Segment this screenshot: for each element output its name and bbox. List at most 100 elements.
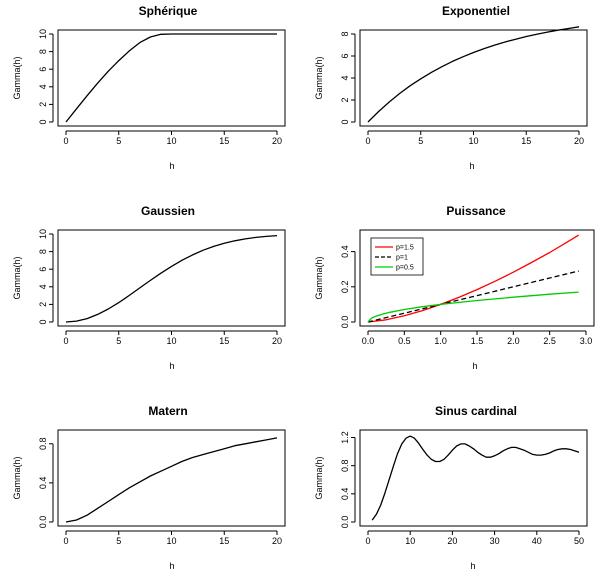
x-tick-label: 5 xyxy=(116,536,121,546)
chart-title: Gaussien xyxy=(141,204,195,218)
x-tick-label: 5 xyxy=(116,136,121,146)
legend: p=1.5 p=1 p=0.5 xyxy=(370,237,424,276)
y-tick-label: 0.4 xyxy=(38,477,48,490)
y-axis-label: Gamma(h) xyxy=(12,456,22,499)
chart-title: Sinus cardinal xyxy=(435,404,517,418)
series-line-p-1-5 xyxy=(367,234,580,323)
y-tick-label: 6 xyxy=(38,67,48,72)
y-tick-label: 1.2 xyxy=(340,431,350,444)
y-axis-label: Gamma(h) xyxy=(12,56,22,99)
x-axis-label: h xyxy=(469,161,474,171)
y-tick-label: 0.8 xyxy=(38,438,48,451)
x-axis-label: h xyxy=(169,561,174,571)
x-tick-label: 15 xyxy=(219,536,229,546)
x-tick-label: 0 xyxy=(365,136,370,146)
plot-frame xyxy=(359,229,595,327)
x-tick-label: 3.0 xyxy=(580,336,593,346)
x-tick-label: 1.5 xyxy=(471,336,484,346)
x-tick-label: 0 xyxy=(63,336,68,346)
series-line-exponentiel xyxy=(367,26,580,123)
x-tick-label: 0 xyxy=(63,536,68,546)
legend-box xyxy=(370,237,424,276)
y-tick-label: 0.4 xyxy=(340,488,350,501)
panel-4: Puissance 0.0 0.5 1.0 1.5 2.0 2.5 3.0 0.0 0.2 0.4 h… xyxy=(314,204,595,371)
x-axis-label: h xyxy=(472,361,477,371)
y-tick-label: 8 xyxy=(38,249,48,254)
x-tick-label: 2.5 xyxy=(543,336,556,346)
x-tick-label: 10 xyxy=(166,336,176,346)
x-tick-label: 15 xyxy=(219,336,229,346)
x-tick-label: 20 xyxy=(272,536,282,546)
y-tick-label: 6 xyxy=(340,53,350,58)
x-tick-label: 0 xyxy=(365,536,370,546)
y-tick-label: 4 xyxy=(38,284,48,289)
panel-1: Sphérique 0 5 10 15 20 0 2 4 6 8 10 h Gamma(h) xyxy=(12,4,286,171)
x-tick-label: 0 xyxy=(63,136,68,146)
x-tick-label: 20 xyxy=(272,136,282,146)
series-line-spherique xyxy=(65,33,277,123)
y-tick-label: 0.0 xyxy=(340,516,350,529)
chart-title: Puissance xyxy=(446,204,506,218)
plot-frame xyxy=(359,29,588,127)
x-tick-label: 15 xyxy=(521,136,531,146)
x-tick-label: 10 xyxy=(166,136,176,146)
y-tick-label: 0 xyxy=(38,319,48,324)
legend-label: p=1.5 xyxy=(396,245,414,252)
y-tick-label: 2 xyxy=(38,102,48,107)
series-line-p-1 xyxy=(367,270,579,323)
y-tick-label: 0.2 xyxy=(340,281,350,294)
y-tick-label: 2 xyxy=(340,97,350,102)
x-tick-label: 20 xyxy=(272,336,282,346)
y-tick-label: 0.0 xyxy=(340,316,350,329)
x-tick-label: 20 xyxy=(574,136,584,146)
x-tick-label: 10 xyxy=(405,536,415,546)
chart-title: Matern xyxy=(148,404,187,418)
x-axis-label: h xyxy=(169,161,174,171)
y-tick-label: 8 xyxy=(340,31,350,36)
series-line-matern xyxy=(65,437,278,523)
legend-label: p=1 xyxy=(396,255,408,262)
legend-label: p=0.5 xyxy=(396,265,414,272)
y-tick-label: 2 xyxy=(38,302,48,307)
series-line-gaussien xyxy=(65,234,278,323)
plot-frame xyxy=(57,229,286,327)
x-tick-label: 30 xyxy=(490,536,500,546)
plot-frame xyxy=(359,429,588,527)
y-axis-label: Gamma(h) xyxy=(12,256,22,299)
x-tick-label: 5 xyxy=(418,136,423,146)
y-tick-label: 0.0 xyxy=(38,516,48,529)
y-axis-label: Gamma(h) xyxy=(314,456,324,499)
y-tick-label: 4 xyxy=(340,75,350,80)
panel-3: Gaussien 0 5 10 15 20 0 2 4 6 8 10 h Gamma(h) xyxy=(12,204,286,371)
x-tick-label: 40 xyxy=(532,536,542,546)
panel-6: Sinus cardinal 0 10 20 30 40 50 0.0 0.4 0.8 1.2 h Ga… xyxy=(314,404,588,571)
y-tick-label: 10 xyxy=(38,29,48,39)
plot-frame xyxy=(57,429,286,527)
y-tick-label: 0.4 xyxy=(340,245,350,258)
x-tick-label: 0.5 xyxy=(398,336,411,346)
series-line-p-0-5 xyxy=(367,291,579,323)
x-axis-label: h xyxy=(169,361,174,371)
y-axis-label: Gamma(h) xyxy=(314,56,324,99)
y-tick-label: 0.8 xyxy=(340,459,350,472)
x-tick-label: 10 xyxy=(468,136,478,146)
y-axis-label: Gamma(h) xyxy=(314,256,324,299)
x-tick-label: 50 xyxy=(574,536,584,546)
y-tick-label: 4 xyxy=(38,84,48,89)
y-tick-label: 6 xyxy=(38,267,48,272)
chart-title: Exponentiel xyxy=(442,4,510,18)
y-tick-label: 0 xyxy=(340,119,350,124)
plot-frame xyxy=(57,29,286,127)
panel-5: Matern 0 5 10 15 20 0.0 0.4 0.8 h Gamma(h) xyxy=(12,404,286,571)
x-tick-label: 2.0 xyxy=(507,336,520,346)
x-tick-label: 15 xyxy=(219,136,229,146)
y-tick-label: 0 xyxy=(38,119,48,124)
x-tick-label: 1.0 xyxy=(434,336,447,346)
x-tick-label: 0.0 xyxy=(362,336,375,346)
series-line-sinus-cardinal xyxy=(371,435,580,521)
x-tick-label: 5 xyxy=(116,336,121,346)
x-axis-label: h xyxy=(470,561,475,571)
chart-title: Sphérique xyxy=(139,4,198,18)
x-tick-label: 10 xyxy=(166,536,176,546)
